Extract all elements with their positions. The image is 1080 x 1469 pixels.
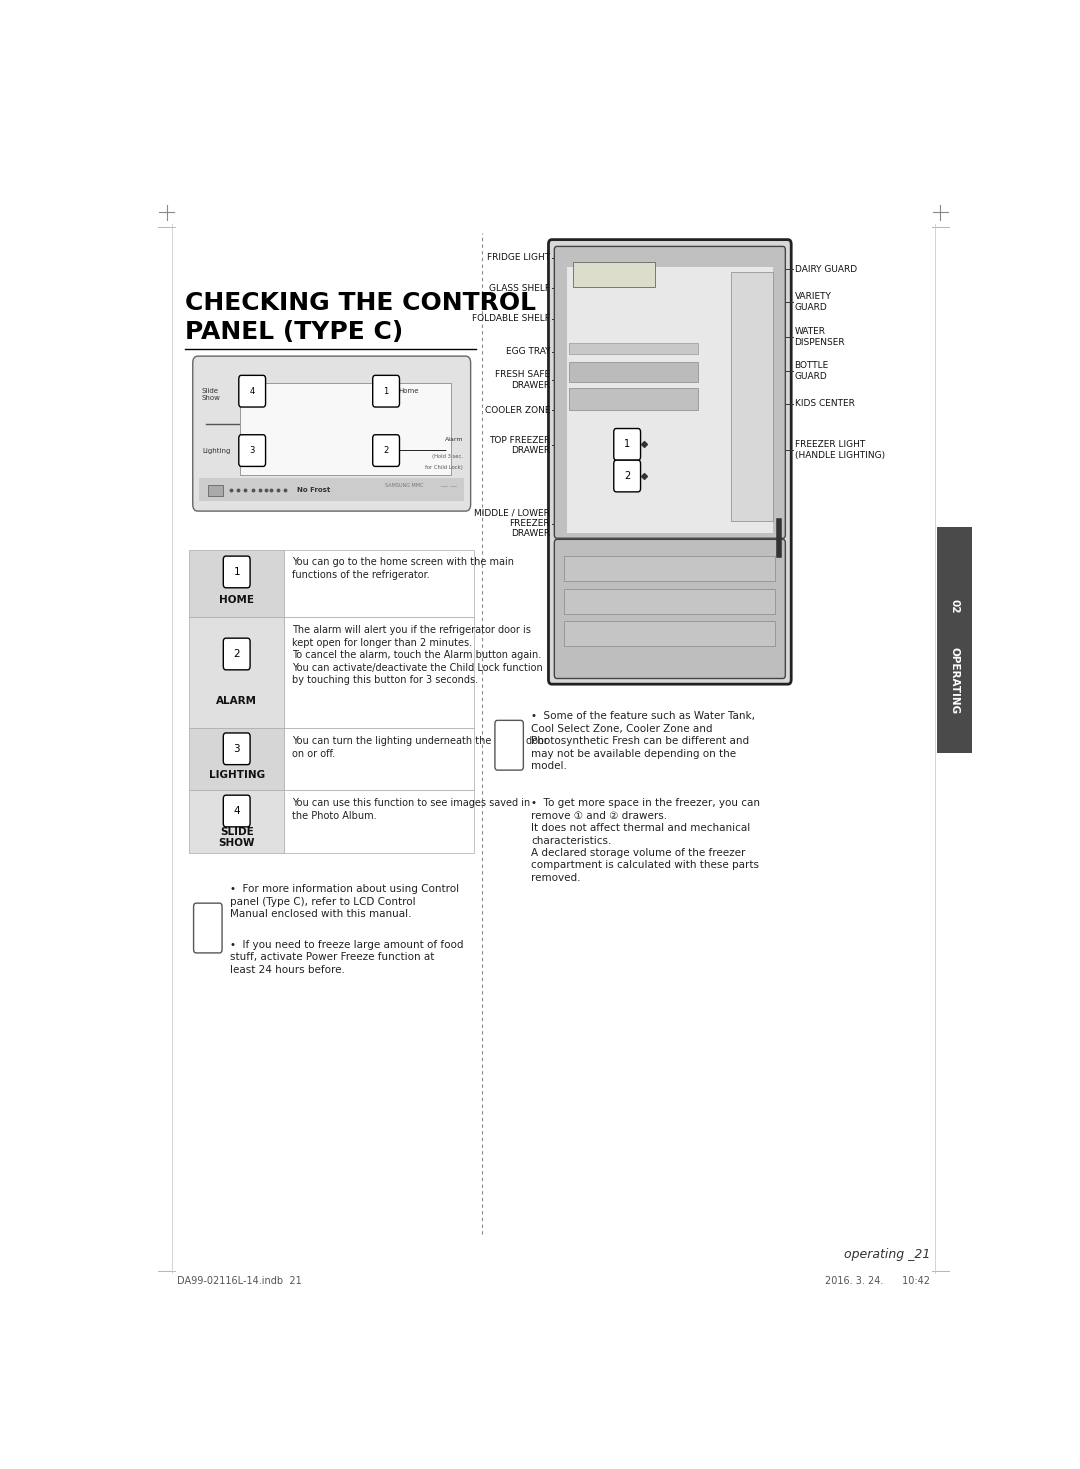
- FancyBboxPatch shape: [224, 557, 251, 588]
- Text: (Hold 3 sec.: (Hold 3 sec.: [432, 454, 463, 458]
- Text: TOP FREEZER
DRAWER: TOP FREEZER DRAWER: [489, 436, 550, 455]
- Text: Alarm: Alarm: [445, 436, 463, 442]
- Text: LIGHTING: LIGHTING: [208, 770, 265, 780]
- Bar: [284, 549, 474, 617]
- Text: COOLER ZONE: COOLER ZONE: [485, 405, 550, 414]
- FancyBboxPatch shape: [224, 795, 251, 827]
- Text: You can turn the lighting underneath the fridge door
on or off.: You can turn the lighting underneath the…: [293, 736, 549, 758]
- FancyBboxPatch shape: [239, 435, 266, 467]
- Bar: [567, 267, 773, 533]
- Bar: [284, 790, 474, 852]
- FancyBboxPatch shape: [193, 903, 222, 953]
- Bar: [284, 729, 474, 790]
- Bar: [200, 479, 464, 501]
- Bar: [572, 263, 656, 286]
- Bar: [568, 342, 699, 354]
- FancyBboxPatch shape: [554, 539, 785, 679]
- Bar: [284, 617, 474, 729]
- Text: WATER
DISPENSER: WATER DISPENSER: [795, 328, 846, 347]
- Text: You can use this function to see images saved in
the Photo Album.: You can use this function to see images …: [293, 798, 530, 821]
- Text: 1: 1: [383, 386, 389, 395]
- Bar: [731, 272, 773, 521]
- Text: FOLDABLE SHELF: FOLDABLE SHELF: [472, 314, 550, 323]
- FancyBboxPatch shape: [240, 383, 450, 474]
- Text: BOTTLE
GUARD: BOTTLE GUARD: [795, 361, 828, 380]
- Bar: [565, 589, 775, 614]
- Text: •  To get more space in the freezer, you can
remove ① and ② drawers.
It does not: • To get more space in the freezer, you …: [531, 799, 760, 883]
- Text: You can go to the home screen with the main
functions of the refrigerator.: You can go to the home screen with the m…: [293, 557, 514, 580]
- Bar: [565, 621, 775, 646]
- FancyBboxPatch shape: [224, 638, 251, 670]
- Bar: [189, 549, 284, 617]
- Bar: [936, 527, 972, 754]
- Text: MIDDLE / LOWER
FREEZER
DRAWER: MIDDLE / LOWER FREEZER DRAWER: [474, 508, 550, 539]
- FancyBboxPatch shape: [373, 435, 400, 467]
- Text: FRESH SAFE
DRAWER: FRESH SAFE DRAWER: [495, 370, 550, 389]
- Text: GLASS SHELF: GLASS SHELF: [489, 284, 550, 292]
- Text: No Frost: No Frost: [297, 486, 329, 492]
- Text: 2: 2: [233, 649, 240, 660]
- Text: KIDS CENTER: KIDS CENTER: [795, 400, 854, 408]
- FancyBboxPatch shape: [192, 355, 471, 511]
- Text: Lighting: Lighting: [202, 448, 230, 454]
- Bar: [207, 485, 222, 497]
- FancyBboxPatch shape: [239, 376, 266, 407]
- Text: Home: Home: [399, 388, 419, 394]
- Bar: [565, 557, 775, 582]
- Text: HOME: HOME: [219, 595, 254, 605]
- Text: VARIETY
GUARD: VARIETY GUARD: [795, 292, 832, 311]
- FancyBboxPatch shape: [554, 247, 785, 538]
- Text: Slide
Show: Slide Show: [202, 388, 220, 401]
- Bar: [189, 617, 284, 729]
- Text: •  If you need to freeze large amount of food
stuff, activate Power Freeze funct: • If you need to freeze large amount of …: [230, 940, 463, 974]
- Text: FRIDGE LIGHT: FRIDGE LIGHT: [487, 253, 550, 263]
- Text: 2: 2: [383, 447, 389, 455]
- Text: 3: 3: [233, 743, 240, 754]
- Text: •  Some of the feature such as Water Tank,
Cool Select Zone, Cooler Zone and
Pho: • Some of the feature such as Water Tank…: [531, 711, 755, 771]
- Text: 1: 1: [624, 439, 631, 450]
- Text: operating _21: operating _21: [843, 1247, 930, 1260]
- FancyBboxPatch shape: [549, 239, 792, 685]
- Bar: [568, 361, 699, 382]
- Text: DAIRY GUARD: DAIRY GUARD: [795, 264, 856, 273]
- Text: FREEZER LIGHT
(HANDLE LIGHTING): FREEZER LIGHT (HANDLE LIGHTING): [795, 441, 885, 460]
- Bar: [568, 388, 699, 410]
- Text: 4: 4: [249, 386, 255, 395]
- Text: for Child Lock): for Child Lock): [426, 466, 463, 470]
- Text: — —: — —: [441, 483, 457, 489]
- Text: EGG TRAY: EGG TRAY: [505, 347, 550, 355]
- Text: PANEL (TYPE C): PANEL (TYPE C): [186, 320, 404, 344]
- Bar: [189, 790, 284, 852]
- Text: SLIDE
SHOW: SLIDE SHOW: [218, 827, 255, 848]
- Text: •  For more information about using Control
panel (Type C), refer to LCD Control: • For more information about using Contr…: [230, 884, 459, 920]
- FancyBboxPatch shape: [613, 460, 640, 492]
- Text: 02: 02: [949, 599, 959, 614]
- Text: OPERATING: OPERATING: [949, 648, 959, 714]
- Text: The alarm will alert you if the refrigerator door is
kept open for longer than 2: The alarm will alert you if the refriger…: [293, 626, 543, 685]
- FancyBboxPatch shape: [373, 376, 400, 407]
- Text: 1: 1: [233, 567, 240, 577]
- Text: 4: 4: [233, 806, 240, 815]
- Text: 2016. 3. 24.      10:42: 2016. 3. 24. 10:42: [825, 1277, 930, 1287]
- FancyBboxPatch shape: [495, 720, 524, 770]
- Text: CHECKING THE CONTROL: CHECKING THE CONTROL: [186, 291, 537, 314]
- FancyBboxPatch shape: [224, 733, 251, 765]
- Text: ALARM: ALARM: [216, 695, 257, 705]
- FancyBboxPatch shape: [613, 429, 640, 460]
- Text: 3: 3: [249, 447, 255, 455]
- Text: SAMSUNG MMC: SAMSUNG MMC: [386, 483, 423, 488]
- Bar: [189, 729, 284, 790]
- Text: DA99-02116L-14.indb  21: DA99-02116L-14.indb 21: [177, 1277, 301, 1287]
- Text: 2: 2: [624, 472, 631, 480]
